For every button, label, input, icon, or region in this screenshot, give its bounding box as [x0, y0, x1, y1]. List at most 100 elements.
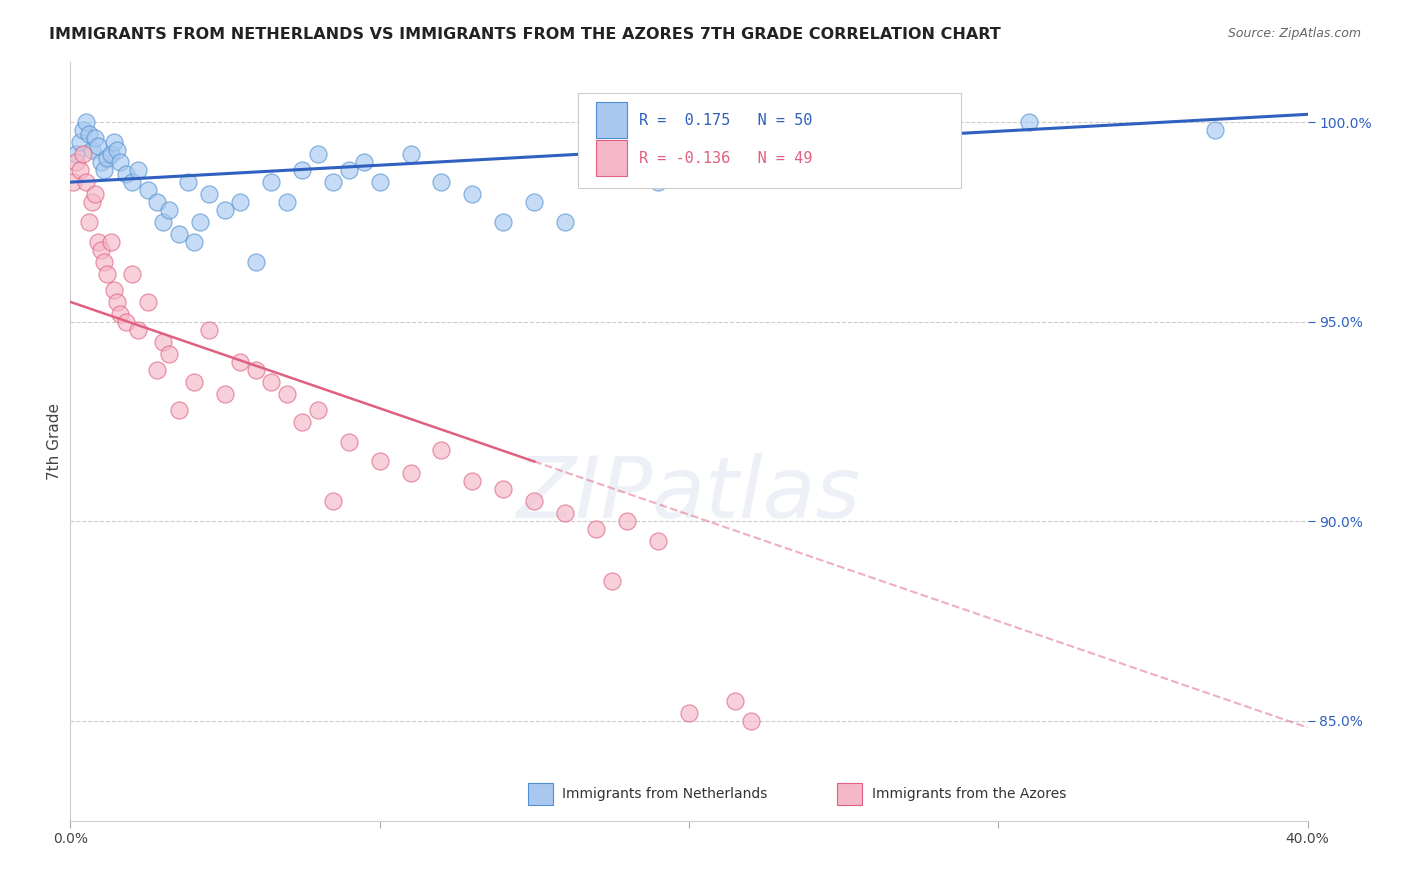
Point — [863, 135, 886, 149]
Point — [77, 215, 100, 229]
Point — [188, 215, 211, 229]
Text: ZIPatlas: ZIPatlas — [517, 453, 860, 536]
Point — [103, 135, 125, 149]
Point — [307, 147, 329, 161]
Point — [724, 694, 747, 708]
Point — [353, 155, 375, 169]
Bar — [596, 102, 627, 138]
Point — [291, 415, 314, 429]
Point — [96, 267, 118, 281]
Point — [585, 522, 607, 536]
Point — [100, 235, 122, 249]
Point — [600, 574, 623, 589]
Point — [260, 175, 283, 189]
Point — [108, 155, 131, 169]
Point — [90, 155, 112, 169]
Text: Immigrants from Netherlands: Immigrants from Netherlands — [561, 787, 766, 801]
Point — [1018, 115, 1040, 129]
Point — [430, 442, 453, 457]
Point — [276, 386, 298, 401]
Point — [72, 123, 94, 137]
Point — [115, 167, 138, 181]
Point — [75, 115, 97, 129]
Point — [77, 128, 100, 142]
Point — [90, 243, 112, 257]
Point — [399, 467, 422, 481]
Point — [177, 175, 200, 189]
Point — [585, 163, 607, 178]
Point — [229, 355, 252, 369]
Text: Source: ZipAtlas.com: Source: ZipAtlas.com — [1227, 27, 1361, 40]
Point — [121, 175, 143, 189]
Y-axis label: 7th Grade: 7th Grade — [46, 403, 62, 480]
Point — [337, 434, 360, 449]
Point — [157, 203, 180, 218]
Point — [152, 334, 174, 349]
Point — [87, 235, 110, 249]
Point — [167, 227, 190, 241]
Bar — [838, 783, 862, 805]
Point — [214, 203, 236, 218]
Point — [198, 187, 221, 202]
Point — [146, 362, 169, 376]
Point — [1204, 123, 1226, 137]
Point — [69, 163, 91, 178]
Text: Immigrants from the Azores: Immigrants from the Azores — [872, 787, 1066, 801]
Point — [616, 514, 638, 528]
Bar — [529, 783, 553, 805]
Point — [260, 375, 283, 389]
Point — [647, 534, 669, 549]
Point — [307, 402, 329, 417]
Point — [80, 143, 103, 157]
Point — [65, 147, 87, 161]
Point — [337, 163, 360, 178]
Point — [322, 175, 344, 189]
Point — [127, 163, 149, 178]
Point — [245, 362, 267, 376]
Point — [108, 307, 131, 321]
Point — [214, 386, 236, 401]
Point — [96, 151, 118, 165]
Text: R = -0.136   N = 49: R = -0.136 N = 49 — [640, 152, 813, 166]
Point — [87, 139, 110, 153]
Point — [523, 195, 546, 210]
Point — [121, 267, 143, 281]
Point — [84, 187, 107, 202]
Point — [430, 175, 453, 189]
Point — [136, 183, 159, 197]
Point — [80, 195, 103, 210]
Point — [65, 155, 87, 169]
Point — [554, 215, 576, 229]
Point — [136, 294, 159, 309]
Point — [105, 143, 128, 157]
Point — [100, 147, 122, 161]
Point — [554, 507, 576, 521]
Point — [245, 255, 267, 269]
Point — [399, 147, 422, 161]
Point — [72, 147, 94, 161]
Point — [93, 255, 115, 269]
Point — [678, 706, 700, 720]
Point — [127, 323, 149, 337]
Point — [75, 175, 97, 189]
Point — [461, 187, 484, 202]
Point — [276, 195, 298, 210]
Bar — [596, 140, 627, 177]
Point — [198, 323, 221, 337]
Point — [523, 494, 546, 508]
Point — [492, 483, 515, 497]
Point — [93, 163, 115, 178]
Point — [105, 294, 128, 309]
Point — [62, 175, 84, 189]
Text: IMMIGRANTS FROM NETHERLANDS VS IMMIGRANTS FROM THE AZORES 7TH GRADE CORRELATION : IMMIGRANTS FROM NETHERLANDS VS IMMIGRANT… — [49, 27, 1001, 42]
Point — [740, 714, 762, 728]
Point — [103, 283, 125, 297]
Point — [183, 375, 205, 389]
Point — [740, 147, 762, 161]
Point — [69, 135, 91, 149]
Point — [115, 315, 138, 329]
Text: R =  0.175   N = 50: R = 0.175 N = 50 — [640, 113, 813, 128]
Point — [167, 402, 190, 417]
Point — [647, 175, 669, 189]
Point — [492, 215, 515, 229]
